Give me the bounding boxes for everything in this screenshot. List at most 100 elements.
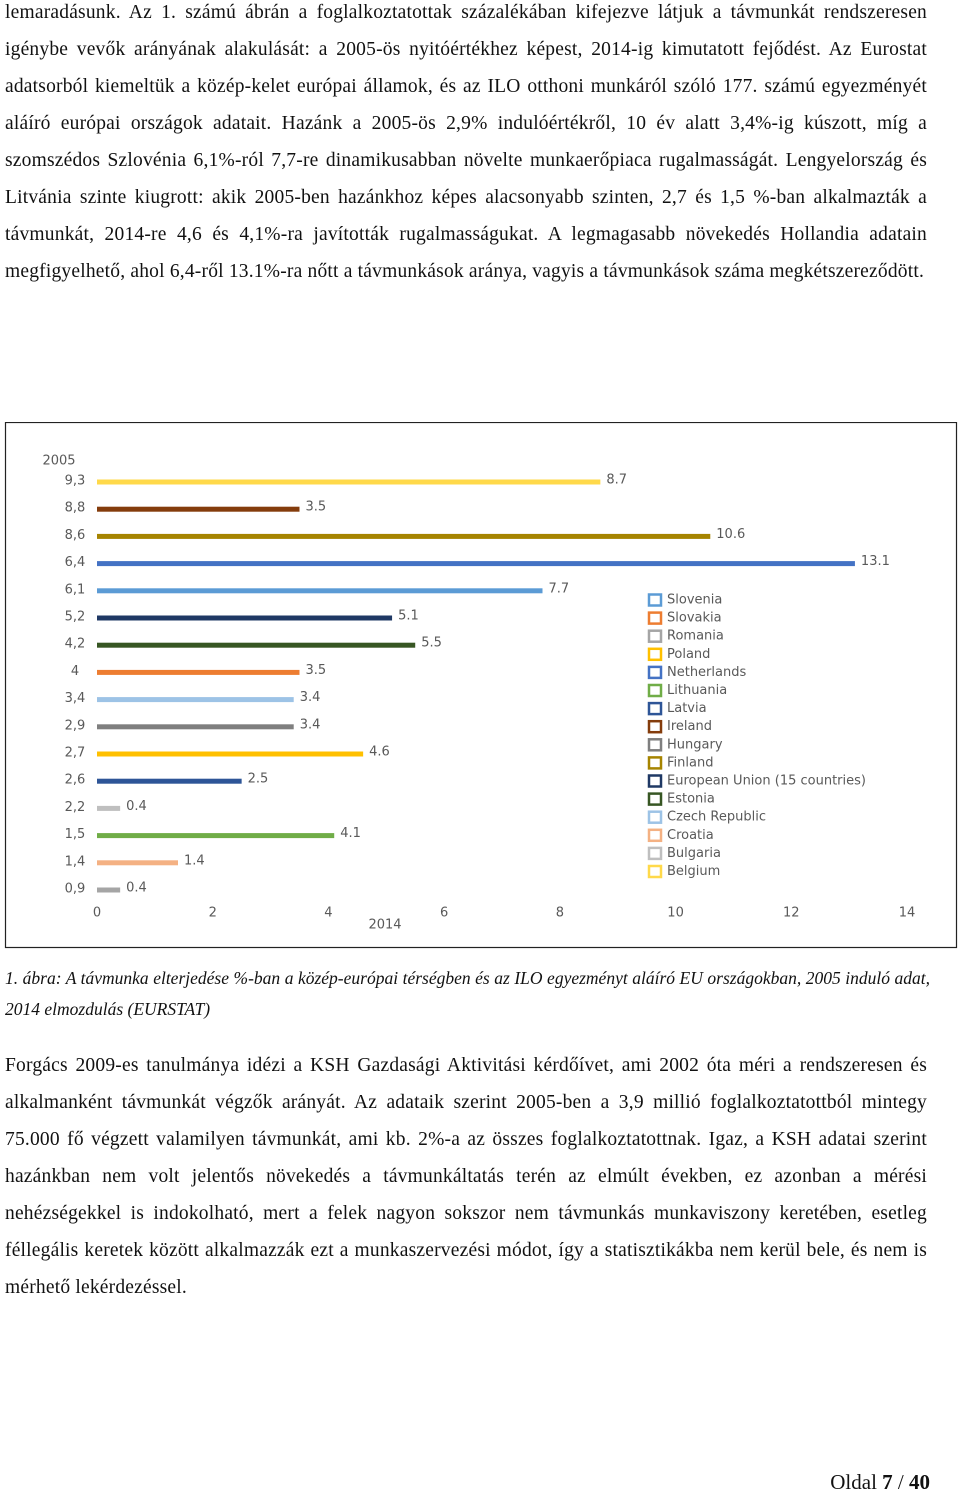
- bar: [97, 833, 335, 839]
- chart: 2005 2014 0 2 4 6 8 10 12 14 9,3 8.7 8,8 3.5 8,6 10.6…: [4, 422, 958, 949]
- y-tick-label: 2,7: [65, 746, 86, 761]
- y-tick-label: 8,6: [65, 528, 86, 543]
- bar: [97, 561, 855, 567]
- y-tick-label: 4,2: [65, 637, 86, 652]
- y-tick-label: 9,3: [65, 474, 86, 489]
- legend-label: Croatia: [667, 828, 714, 843]
- y-tick-label: 4: [71, 664, 79, 679]
- total-pages: 40: [909, 1470, 930, 1494]
- x-tick-label: 4: [324, 906, 332, 921]
- legend-swatch: [647, 719, 663, 734]
- legend-swatch: [647, 701, 663, 716]
- y-tick-label: 6,4: [65, 555, 86, 570]
- bar: [97, 506, 300, 512]
- x-tick-label: 2: [209, 906, 217, 921]
- chart-frame: [4, 422, 958, 949]
- paragraph: Forgács 2009-es tanulmánya idézi a KSH G…: [5, 1055, 927, 1298]
- y-axis-title: 2005: [42, 454, 75, 469]
- bar: [97, 479, 601, 485]
- legend-label: Romania: [667, 629, 724, 644]
- value-label: 13.1: [861, 554, 890, 569]
- legend-label: European Union (15 countries): [667, 774, 866, 789]
- value-label: 10.6: [716, 527, 745, 542]
- legend-label: Latvia: [667, 701, 707, 716]
- bar: [97, 887, 121, 893]
- value-label: 8.7: [606, 473, 627, 488]
- y-tick-label: 1,4: [65, 854, 86, 869]
- page-number: Oldal 7 / 40: [830, 1470, 930, 1495]
- bar: [97, 588, 543, 594]
- value-label: 1.4: [184, 853, 205, 868]
- value-label: 5.5: [421, 636, 442, 651]
- bar: [97, 642, 416, 648]
- legend-swatch: [647, 611, 663, 625]
- legend-label: Netherlands: [667, 665, 746, 680]
- legend-label: Finland: [667, 755, 713, 770]
- legend-swatch: [647, 792, 663, 806]
- bar: [97, 533, 711, 539]
- legend-label: Lithuania: [667, 683, 727, 698]
- y-tick-label: 5,2: [65, 610, 86, 625]
- legend-label: Ireland: [667, 719, 712, 734]
- legend-swatch: [647, 756, 663, 770]
- legend-swatch: [647, 738, 663, 752]
- value-label: 3.4: [300, 690, 321, 705]
- x-tick-label: 14: [899, 906, 916, 921]
- legend-label: Estonia: [667, 792, 715, 807]
- legend-swatch: [647, 629, 663, 643]
- value-label: 0.4: [126, 881, 147, 896]
- value-label: 3.5: [306, 663, 327, 678]
- bar: [97, 778, 242, 784]
- current-page: 7: [882, 1470, 893, 1494]
- value-label: 4.1: [340, 826, 361, 841]
- y-tick-label: 8,8: [65, 501, 86, 516]
- legend-swatch: [647, 810, 663, 824]
- x-tick-label: 0: [93, 906, 101, 921]
- x-tick-label: 12: [783, 906, 800, 921]
- y-tick-label: 0,9: [65, 882, 86, 897]
- legend-label: Belgium: [667, 864, 720, 879]
- value-label: 4.6: [369, 745, 390, 760]
- value-label: 3.5: [306, 500, 327, 515]
- legend-label: Slovenia: [667, 593, 722, 608]
- page-separator: /: [897, 1470, 904, 1494]
- legend-swatch: [647, 647, 663, 662]
- x-tick-label: 10: [667, 906, 684, 921]
- legend-label: Slovakia: [667, 611, 722, 626]
- y-tick-label: 1,5: [65, 827, 86, 842]
- y-tick-label: 2,9: [65, 718, 86, 733]
- y-tick-label: 6,1: [65, 582, 86, 597]
- legend-swatch: [647, 828, 663, 843]
- legend-swatch: [647, 846, 663, 861]
- page-label: Oldal: [830, 1470, 877, 1494]
- legend-swatch: [647, 683, 663, 698]
- bar: [97, 860, 178, 866]
- value-label: 2.5: [248, 772, 269, 787]
- bar: [97, 751, 364, 757]
- value-label: 7.7: [549, 581, 570, 596]
- paragraph: lemaradásunk. Az 1. számú ábrán a foglal…: [5, 2, 927, 282]
- y-tick-label: 2,2: [65, 800, 86, 815]
- figure-caption: 1. ábra: A távmunka elterjedése %-ban a …: [5, 968, 930, 1019]
- bar: [97, 805, 121, 811]
- value-label: 3.4: [300, 717, 321, 732]
- x-axis-title: 2014: [368, 918, 401, 933]
- bar: [97, 697, 294, 703]
- bar: [97, 615, 393, 621]
- legend-label: Bulgaria: [667, 846, 721, 861]
- x-tick-label: 8: [556, 906, 564, 921]
- legend-swatch: [647, 593, 663, 607]
- y-tick-label: 2,6: [65, 773, 86, 788]
- legend-label: Hungary: [667, 737, 723, 752]
- legend-swatch: [647, 864, 663, 879]
- x-tick-label: 6: [440, 906, 448, 921]
- bar: [97, 724, 294, 730]
- legend-label: Czech Republic: [667, 810, 766, 825]
- bar: [97, 669, 300, 675]
- value-label: 5.1: [398, 609, 419, 624]
- legend-swatch: [647, 665, 663, 680]
- y-tick-label: 3,4: [65, 691, 86, 706]
- legend-swatch: [647, 774, 663, 788]
- value-label: 0.4: [126, 799, 147, 814]
